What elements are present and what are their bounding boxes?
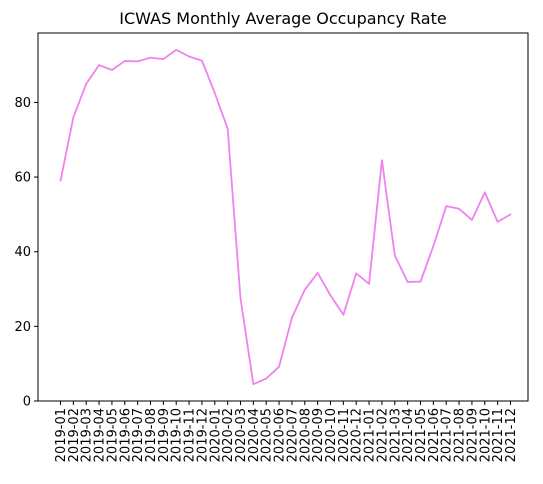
x-tick-label: 2020-04 [247, 408, 262, 462]
data-point [393, 254, 396, 257]
data-point [201, 59, 203, 62]
y-axis: 0 20 40 60 80 [14, 96, 38, 410]
data-point [342, 313, 345, 316]
data-point [406, 281, 409, 283]
data-point [72, 116, 75, 119]
data-point [316, 272, 319, 274]
data-point [496, 221, 499, 223]
x-tick-label: 2019-10 [170, 408, 185, 462]
data-point [291, 316, 293, 319]
data-point [303, 288, 306, 291]
data-point [98, 64, 100, 66]
x-axis: 2019-012019-022019-032019-042019-052019-… [54, 401, 519, 462]
x-tick-label: 2020-11 [337, 408, 352, 462]
x-tick-label: 2020-08 [298, 408, 313, 462]
data-point [239, 297, 242, 300]
data-point [123, 60, 126, 62]
chart-title: ICWAS Monthly Average Occupancy Rate [119, 9, 446, 28]
data-point [226, 127, 229, 130]
x-tick-label: 2019-11 [183, 408, 198, 462]
data-point [355, 272, 358, 275]
plot-frame [37, 32, 529, 402]
x-tick-label: 2019-02 [67, 408, 82, 462]
data-point [188, 55, 190, 58]
y-tick-label: 20 [14, 320, 31, 335]
data-point [329, 294, 332, 297]
x-tick-label: 2019-05 [105, 408, 120, 462]
x-tick-label: 2021-08 [453, 408, 468, 462]
data-point [419, 280, 422, 283]
data-point [111, 69, 113, 71]
x-tick-label: 2020-03 [234, 408, 249, 462]
data-point [445, 205, 448, 207]
x-tick-label: 2020-07 [285, 408, 300, 462]
y-tick-label: 80 [14, 96, 31, 111]
data-point [136, 60, 139, 63]
data-point [149, 56, 152, 59]
x-tick-label: 2021-04 [401, 408, 416, 462]
y-tick-label: 60 [14, 171, 31, 186]
data-point [278, 365, 280, 368]
x-tick-label: 2021-05 [414, 408, 429, 462]
x-tick-label: 2019-06 [118, 408, 133, 462]
x-tick-label: 2021-03 [388, 408, 403, 462]
x-tick-label: 2021-11 [491, 408, 506, 462]
data-point [483, 191, 486, 194]
x-tick-label: 2021-07 [440, 408, 455, 462]
y-tick-label: 40 [14, 245, 31, 260]
x-tick-label: 2019-01 [54, 408, 69, 462]
data-point [368, 283, 370, 285]
x-tick-label: 2020-01 [208, 408, 223, 462]
data-point [381, 159, 383, 162]
data-point [85, 82, 88, 85]
x-tick-label: 2019-08 [144, 408, 159, 462]
x-tick-label: 2020-09 [311, 408, 326, 462]
y-tick-label: 0 [23, 395, 31, 410]
x-tick-label: 2019-12 [195, 408, 210, 462]
x-tick-label: 2020-05 [260, 408, 275, 462]
x-tick-label: 2021-10 [478, 408, 493, 462]
data-point [432, 245, 435, 247]
x-tick-label: 2020-12 [350, 408, 365, 462]
data-point [458, 207, 460, 210]
series-layer [59, 48, 512, 386]
data-point [265, 377, 268, 380]
x-tick-label: 2021-09 [465, 408, 480, 462]
x-tick-label: 2021-12 [504, 408, 519, 462]
data-point [509, 213, 512, 216]
x-tick-label: 2021-06 [427, 408, 442, 462]
data-point [252, 383, 255, 386]
data-point [213, 92, 216, 94]
x-tick-label: 2021-02 [375, 408, 390, 462]
x-tick-label: 2020-10 [324, 408, 339, 462]
x-tick-label: 2020-06 [273, 408, 288, 462]
x-tick-label: 2019-04 [93, 408, 108, 462]
data-point [175, 49, 178, 51]
x-tick-label: 2019-07 [131, 408, 146, 462]
data-point [471, 219, 473, 221]
series-line [59, 48, 511, 386]
x-tick-label: 2019-03 [80, 408, 95, 462]
data-point [59, 180, 62, 182]
data-point [162, 58, 165, 60]
x-tick-label: 2020-02 [221, 408, 236, 462]
x-tick-label: 2021-01 [363, 408, 378, 462]
x-tick-label: 2019-09 [157, 408, 172, 462]
